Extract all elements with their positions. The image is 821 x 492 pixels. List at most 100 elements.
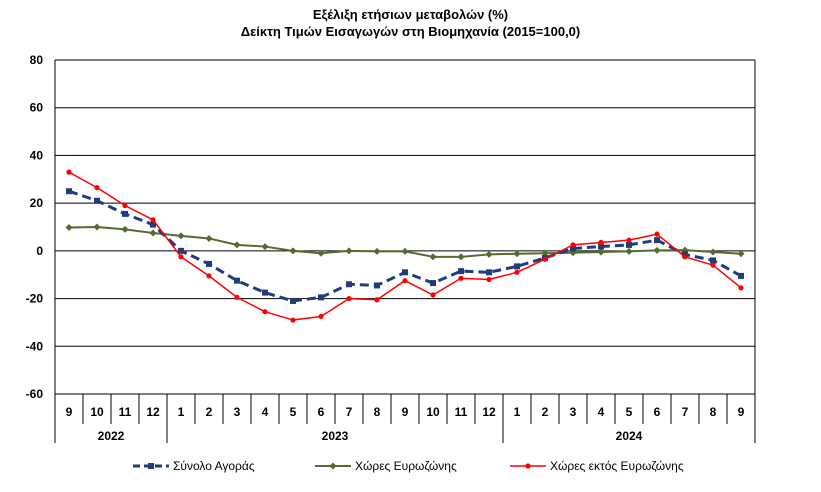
data-point: [94, 197, 100, 204]
x-tick-label: 1: [514, 405, 521, 419]
data-point: [345, 247, 353, 255]
data-point: [626, 237, 632, 243]
data-point: [290, 317, 296, 323]
data-point: [374, 282, 380, 289]
x-tick-label: 9: [402, 405, 409, 419]
x-tick-label: 12: [146, 405, 160, 419]
data-point: [430, 292, 436, 298]
series-line: [68, 189, 742, 303]
legend-item-3: Χώρες εκτός Ευρωζώνης: [510, 459, 684, 473]
data-point: [262, 289, 268, 296]
chart-subtitle: Δείκτη Τιμών Εισαγωγών στη Βιομηχανία (2…: [240, 24, 581, 39]
data-point: [122, 210, 128, 217]
year-label: 2024: [616, 429, 643, 443]
grid-lines: [54, 59, 756, 395]
data-point: [121, 225, 129, 233]
data-point: [234, 277, 240, 284]
data-point: [570, 242, 576, 248]
legend: Σύνολο Αγοράς Χώρες Ευρωζώνης Χώρες εκτός …: [133, 459, 684, 473]
data-point: [458, 275, 464, 281]
y-tick-label: -60: [26, 387, 44, 401]
y-tick-label: -40: [26, 339, 44, 353]
x-tick-label: 8: [710, 405, 717, 419]
legend-item-2: Χώρες Ευρωζώνης: [315, 459, 457, 473]
data-point: [542, 256, 548, 262]
data-point: [626, 241, 632, 248]
x-tick-label: 4: [262, 405, 269, 419]
legend-marker: [148, 463, 154, 469]
data-point: [485, 250, 493, 258]
data-point: [122, 202, 128, 209]
data-point: [178, 247, 184, 254]
data-point: [262, 309, 268, 315]
data-point: [93, 223, 101, 231]
data-point: [457, 253, 465, 261]
data-point: [682, 254, 688, 260]
x-tick-label: 5: [626, 405, 633, 419]
data-point: [486, 276, 492, 283]
data-point: [66, 169, 72, 175]
data-point: [709, 248, 717, 256]
x-tick-label: 10: [426, 405, 440, 419]
data-point: [458, 268, 464, 275]
data-point: [177, 232, 185, 240]
x-tick-label: 9: [738, 405, 745, 419]
data-point: [346, 295, 352, 302]
data-point: [625, 247, 633, 255]
x-tick-label: 8: [374, 405, 381, 419]
data-point: [346, 281, 352, 288]
data-point: [737, 250, 745, 258]
series-2: [65, 223, 745, 261]
data-point: [205, 234, 213, 242]
x-tick-label: 3: [234, 405, 241, 419]
x-tick-label: 4: [598, 405, 605, 419]
series-group: [65, 169, 745, 323]
data-point: [710, 262, 716, 268]
data-point: [150, 221, 156, 228]
data-point: [514, 269, 520, 275]
data-point: [710, 257, 716, 264]
y-tick-label: 40: [30, 148, 44, 162]
x-tick-label: 10: [90, 405, 104, 419]
data-point: [206, 273, 212, 279]
data-point: [738, 272, 744, 279]
x-tick-label: 2: [542, 405, 549, 419]
data-point: [374, 297, 380, 303]
data-point: [65, 223, 73, 231]
data-point: [233, 241, 241, 249]
legend-label: Σύνολο Αγοράς: [173, 459, 255, 473]
year-label: 2023: [322, 429, 349, 443]
year-label: 2022: [98, 429, 125, 443]
data-point: [150, 217, 156, 223]
y-axis-ticks: 80 60 40 20 0 -20 -40 -60: [26, 53, 44, 401]
data-point: [178, 254, 184, 260]
data-point: [318, 313, 324, 320]
y-tick-label: 20: [30, 196, 44, 210]
data-point: [653, 246, 661, 254]
data-point: [402, 278, 408, 284]
y-tick-label: 0: [36, 244, 43, 258]
legend-item-1: Σύνολο Αγοράς: [133, 459, 255, 473]
data-point: [66, 188, 72, 195]
data-point: [486, 269, 492, 276]
data-point: [290, 297, 296, 304]
legend-label: Χώρες εκτός Ευρωζώνης: [550, 459, 684, 473]
data-point: [317, 249, 325, 257]
y-tick-label: 60: [30, 101, 44, 115]
data-point: [206, 260, 212, 267]
data-point: [149, 229, 157, 237]
legend-marker: [329, 462, 337, 470]
data-point: [513, 250, 521, 258]
data-point: [738, 285, 744, 291]
data-point: [318, 294, 324, 301]
data-point: [261, 243, 269, 251]
x-tick-label: 7: [346, 405, 353, 419]
x-tick-label: 6: [318, 405, 325, 419]
data-point: [402, 269, 408, 276]
data-point: [541, 249, 549, 257]
chart-title: Εξέλιξη ετήσιων μεταβολών (%): [312, 7, 509, 22]
x-tick-label: 11: [119, 405, 132, 419]
y-tick-label: 80: [30, 53, 44, 67]
data-point: [570, 245, 576, 252]
